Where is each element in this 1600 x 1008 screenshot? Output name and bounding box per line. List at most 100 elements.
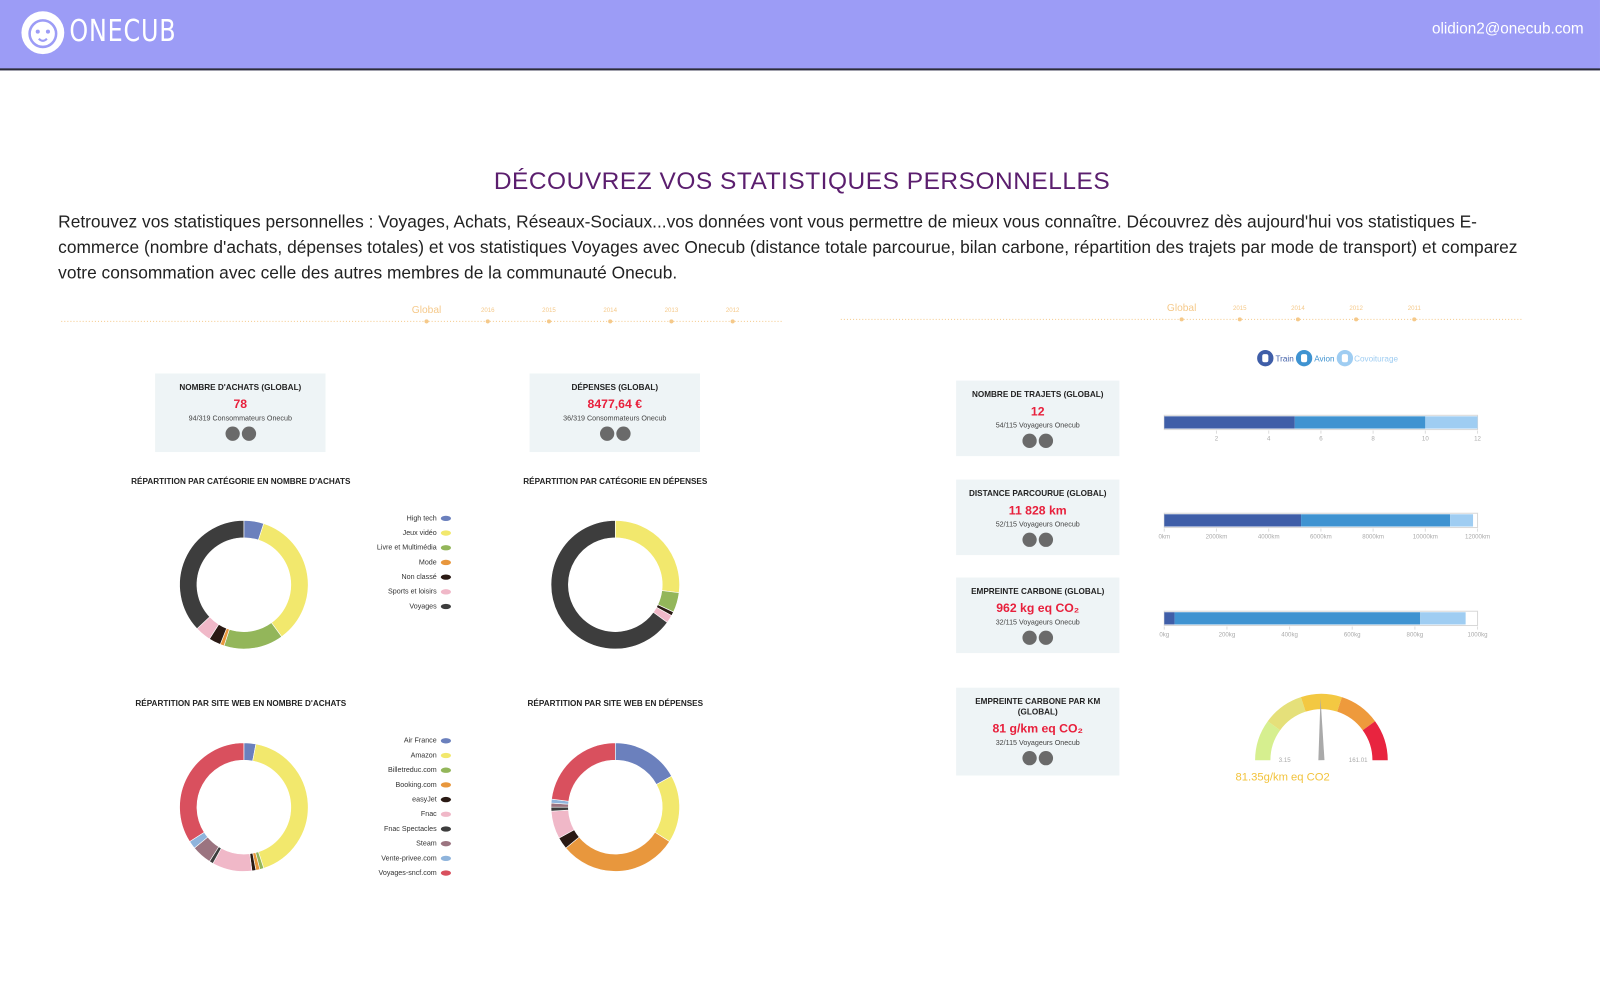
donut-segment[interactable] (252, 743, 309, 869)
facebook-share[interactable] (1022, 532, 1037, 547)
facebook-share[interactable] (1022, 751, 1037, 766)
gauge-band (1362, 721, 1388, 761)
logo[interactable]: ONECUB (69, 13, 177, 49)
bar-segment[interactable] (1164, 612, 1175, 625)
legend-swatch[interactable] (440, 796, 452, 803)
twitter-share[interactable] (1038, 751, 1054, 766)
donut-segment[interactable] (565, 831, 671, 872)
legend-label[interactable]: Booking.com (396, 781, 437, 789)
timeline-label[interactable]: 2015 (1233, 305, 1247, 312)
legend-label[interactable]: Steam (416, 840, 437, 848)
legend-swatch[interactable] (440, 841, 452, 847)
bar-segment[interactable] (1294, 416, 1426, 429)
legend-swatch[interactable] (440, 530, 452, 536)
legend-swatch[interactable] (440, 515, 452, 522)
legend-label[interactable]: Billetreduc.com (388, 766, 437, 774)
twitter-share[interactable] (1038, 630, 1054, 645)
donut-segment[interactable] (550, 520, 668, 650)
legend-label[interactable]: easyJet (412, 795, 437, 803)
gauge-value-label: 81.35g/km eq CO2 (1236, 772, 1330, 784)
x-tick-label: 8000km (1362, 533, 1384, 540)
facebook-share[interactable] (224, 426, 240, 441)
legend-swatch[interactable] (440, 603, 452, 610)
legend-label[interactable]: Voyages (409, 602, 437, 610)
gauge-min: 3.15 (1279, 757, 1291, 764)
timeline-label[interactable]: 2012 (726, 307, 740, 314)
legend-label[interactable]: Amazon (411, 751, 437, 759)
legend-label[interactable]: Fnac Spectacles (384, 825, 437, 833)
timeline-label[interactable]: 2012 (1349, 305, 1363, 312)
legend-label[interactable]: Voyages-sncf.com (379, 869, 437, 877)
timeline-label[interactable]: 2015 (542, 307, 556, 314)
timeline-dot[interactable] (1412, 317, 1417, 322)
timeline-label[interactable]: Global (1167, 303, 1196, 314)
legend-label[interactable]: Air France (404, 737, 437, 745)
facebook-share[interactable] (1022, 630, 1037, 645)
legend-swatch[interactable] (440, 811, 452, 817)
legend-swatch[interactable] (440, 767, 452, 773)
timeline-label[interactable]: 2014 (1291, 305, 1305, 312)
facebook-share[interactable] (599, 426, 614, 441)
legend-swatch[interactable] (440, 782, 452, 788)
legend-label[interactable]: Mode (419, 558, 437, 566)
legend-swatch[interactable] (440, 545, 452, 551)
timeline-dot[interactable] (1354, 317, 1359, 322)
bar-segment[interactable] (1425, 416, 1478, 429)
donut-segment[interactable] (179, 742, 245, 843)
twitter-share[interactable] (1038, 532, 1054, 547)
legend-swatch[interactable] (440, 870, 452, 876)
donut-segment[interactable] (614, 742, 673, 785)
twitter-share[interactable] (1038, 433, 1054, 448)
timeline-label[interactable]: Global (412, 305, 441, 316)
stat-card: NOMBRE DE TRAJETS (GLOBAL) 12 54/115 Voyag… (956, 380, 1120, 457)
legend-swatch[interactable] (440, 752, 452, 759)
bar-segment[interactable] (1164, 416, 1295, 429)
legend-label[interactable]: Livre et Multimédia (377, 544, 437, 552)
legend-label[interactable]: Fnac (421, 810, 437, 818)
legend-swatch[interactable] (440, 738, 452, 744)
bar-segment[interactable] (1450, 514, 1474, 527)
donut-segment[interactable] (257, 523, 309, 638)
twitter-share[interactable] (241, 426, 256, 441)
donut-segment[interactable] (223, 622, 283, 650)
legend-label[interactable]: Avion (1314, 354, 1334, 363)
legend-label[interactable]: Non classé (401, 573, 436, 581)
bar-segment[interactable] (1301, 514, 1451, 527)
timeline-label[interactable]: 2016 (481, 307, 495, 314)
timeline-dot[interactable] (1295, 317, 1300, 322)
legend-swatch[interactable] (440, 826, 452, 832)
timeline-dot[interactable] (669, 319, 674, 324)
donut-segment[interactable] (614, 520, 680, 594)
timeline-label[interactable]: 2011 (1408, 305, 1422, 312)
timeline-dot[interactable] (608, 319, 613, 324)
twitter-share[interactable] (615, 426, 631, 441)
legend-label[interactable]: Train (1275, 354, 1293, 363)
user-email[interactable]: olidion2@onecub.com (1431, 20, 1584, 38)
bar-segment[interactable] (1420, 612, 1466, 625)
legend-swatch[interactable] (440, 855, 452, 862)
timeline-label[interactable]: 2014 (603, 307, 617, 314)
donut-segment[interactable] (654, 775, 680, 843)
legend-label[interactable]: Jeux vidéo (403, 529, 437, 537)
legend-label[interactable]: Vente-privee.com (381, 854, 437, 862)
timeline-dot[interactable] (1179, 317, 1184, 322)
timeline-dot[interactable] (485, 319, 490, 324)
legend-label[interactable]: High tech (407, 514, 437, 522)
legend-swatch[interactable] (440, 559, 452, 566)
timeline-dot[interactable] (730, 319, 735, 324)
legend-swatch[interactable] (440, 574, 452, 580)
legend-swatch[interactable] (440, 589, 452, 595)
logo-icon[interactable] (18, 0, 79, 68)
timeline-dot[interactable] (1237, 317, 1242, 322)
bar-segment[interactable] (1174, 612, 1421, 625)
bar-segment[interactable] (1164, 514, 1302, 527)
intro-text: Retrouvez vos statistiques personnelles … (58, 212, 1518, 283)
timeline-dot[interactable] (424, 319, 429, 324)
donut-segment[interactable] (551, 742, 616, 802)
timeline-label[interactable]: 2013 (665, 307, 679, 314)
facebook-share[interactable] (1022, 433, 1037, 448)
legend-label[interactable]: Covoiturage (1354, 354, 1398, 363)
legend-label[interactable]: Sports et loisirs (388, 588, 437, 596)
donut-segment[interactable] (179, 520, 245, 630)
timeline-dot[interactable] (546, 319, 552, 324)
